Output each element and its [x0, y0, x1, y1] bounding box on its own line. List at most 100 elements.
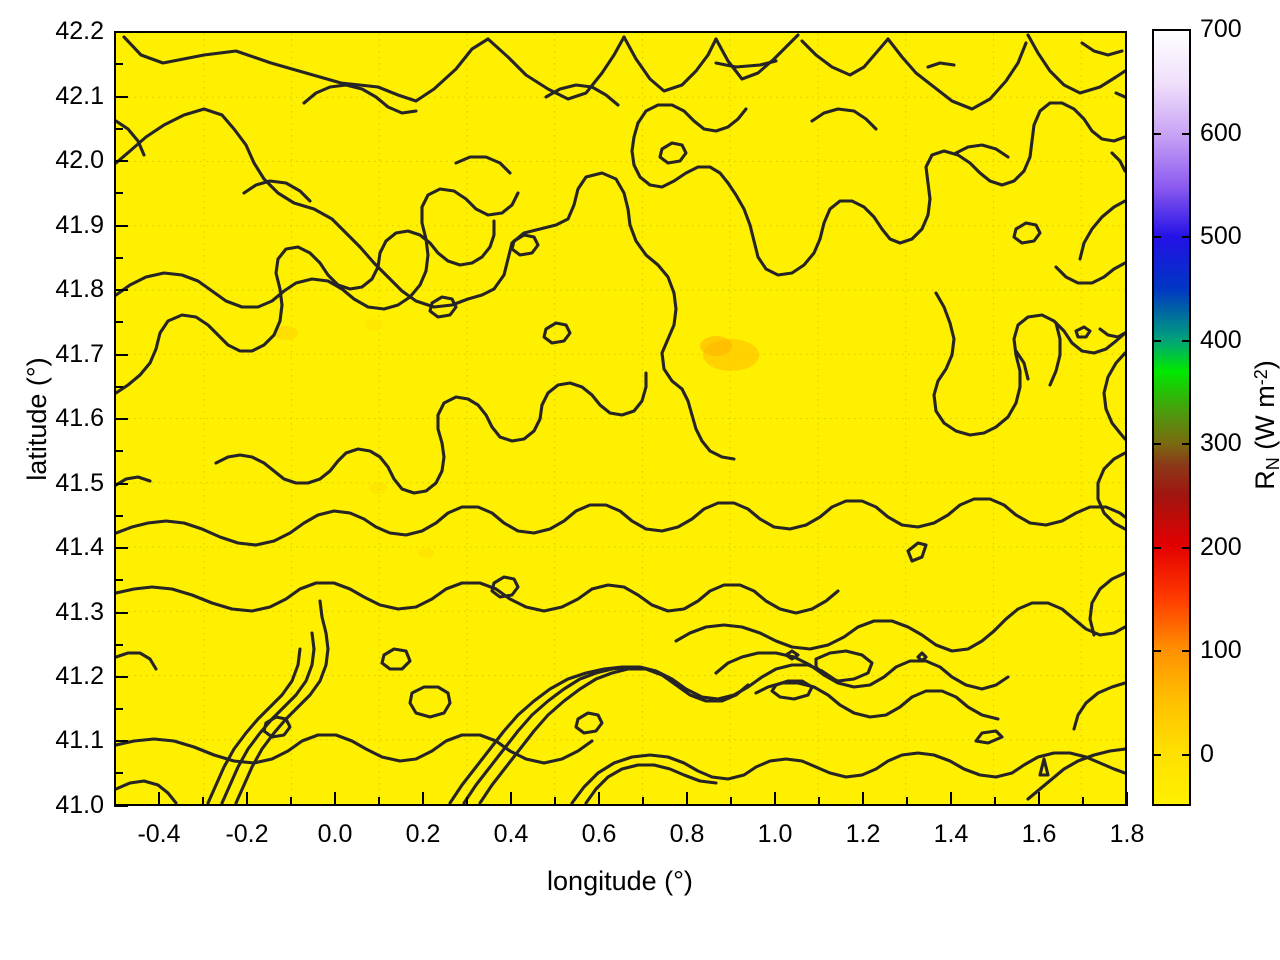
xtick-major — [862, 792, 864, 806]
xtick-major — [686, 792, 688, 806]
grid-lines — [116, 33, 1125, 804]
y-axis-tick-labels: 41.0 41.1 41.2 41.3 41.4 41.5 41.6 41.7 … — [0, 0, 104, 960]
xtick-label: -0.4 — [137, 820, 181, 848]
ytick-minor — [114, 515, 123, 517]
contour-plot-area — [114, 31, 1127, 806]
ytick-label: 42.0 — [55, 146, 104, 174]
ytick-minor — [114, 321, 123, 323]
ytick-minor — [114, 450, 123, 452]
ytick-major — [114, 805, 128, 807]
colorbar-title-rest: (W m — [1250, 385, 1280, 458]
ytick-major — [114, 483, 128, 485]
xtick-minor — [554, 797, 556, 806]
ytick-minor — [114, 644, 123, 646]
colorbar-tick-label: 500 — [1200, 222, 1242, 250]
colorbar-tick-label: 300 — [1200, 429, 1242, 457]
xtick-label: 0.2 — [405, 820, 441, 848]
ytick-major — [114, 31, 128, 33]
xtick-major — [510, 792, 512, 806]
xtick-major — [598, 792, 600, 806]
xtick-major — [246, 792, 248, 806]
colorbar-tick — [1182, 754, 1191, 756]
xtick-label: 0.4 — [493, 820, 529, 848]
x-axis-title: longitude (°) — [547, 866, 693, 896]
ytick-minor — [114, 579, 123, 581]
y-axis-title: latitude (°) — [22, 357, 52, 481]
colorbar-title-close: ) — [1250, 360, 1280, 370]
colorbar-tick — [1152, 443, 1161, 445]
xtick-minor — [114, 797, 116, 806]
ytick-label: 42.2 — [55, 17, 104, 45]
xtick-minor — [642, 797, 644, 806]
xtick-major — [334, 792, 336, 806]
ytick-minor — [114, 772, 123, 774]
ytick-label: 41.0 — [55, 791, 104, 819]
ytick-major — [114, 418, 128, 420]
ytick-minor — [114, 128, 123, 130]
xtick-minor — [994, 797, 996, 806]
colorbar-tick-label: 200 — [1200, 533, 1242, 561]
ytick-major — [114, 547, 128, 549]
ytick-major — [114, 612, 128, 614]
ytick-major — [114, 740, 128, 742]
xtick-minor — [730, 797, 732, 806]
xtick-major — [1038, 792, 1040, 806]
xtick-minor — [818, 797, 820, 806]
xtick-minor — [202, 797, 204, 806]
colorbar-tick — [1152, 547, 1161, 549]
colorbar-tick-label: 600 — [1200, 119, 1242, 147]
xtick-label: -0.2 — [225, 820, 269, 848]
xtick-label: 1.4 — [933, 820, 969, 848]
ytick-label: 41.8 — [55, 275, 104, 303]
colorbar-tick — [1152, 340, 1161, 342]
contour-lines — [116, 33, 1125, 804]
xtick-label: 1.8 — [1109, 820, 1145, 848]
colorbar-tick — [1182, 547, 1191, 549]
ytick-label: 41.1 — [55, 726, 104, 754]
colorbar-title-subscript: N — [1263, 457, 1280, 470]
ytick-minor — [114, 63, 123, 65]
ytick-major — [114, 96, 128, 98]
colorbar-tick-label: 100 — [1200, 636, 1242, 664]
xtick-label: 0.0 — [317, 820, 353, 848]
colorbar — [1152, 29, 1191, 806]
colorbar-tick — [1152, 236, 1161, 238]
ytick-major — [114, 676, 128, 678]
xtick-major — [1126, 792, 1128, 806]
ytick-label: 41.9 — [55, 211, 104, 239]
colorbar-tick-marks: 0 100 200 300 400 500 600 700 — [1152, 17, 1280, 806]
colorbar-tick-label: 700 — [1200, 15, 1242, 43]
xtick-label: 1.0 — [757, 820, 793, 848]
ytick-major — [114, 354, 128, 356]
colorbar-title-main: R — [1250, 470, 1280, 490]
colorbar-tick — [1182, 236, 1191, 238]
colorbar-title-superscript: -2 — [1251, 369, 1271, 386]
ytick-label: 42.1 — [55, 82, 104, 110]
colorbar-gradient — [1154, 31, 1189, 804]
colorbar-tick — [1152, 133, 1161, 135]
xtick-minor — [466, 797, 468, 806]
ytick-minor — [114, 257, 123, 259]
ytick-minor — [114, 192, 123, 194]
xtick-label: 0.8 — [669, 820, 705, 848]
ytick-label: 41.3 — [55, 598, 104, 626]
xtick-major — [950, 792, 952, 806]
warm-patches — [274, 319, 759, 558]
ytick-label: 41.6 — [55, 404, 104, 432]
xtick-major — [774, 792, 776, 806]
xtick-label: 1.2 — [845, 820, 881, 848]
xtick-minor — [378, 797, 380, 806]
contour-plot-svg — [116, 33, 1125, 804]
ytick-major — [114, 225, 128, 227]
colorbar-tick — [1182, 443, 1191, 445]
colorbar-tick-label: 0 — [1200, 740, 1214, 768]
ytick-major — [114, 160, 128, 162]
colorbar-title: RN (W m-2) — [1246, 300, 1280, 550]
xtick-minor — [1082, 797, 1084, 806]
ytick-label: 41.7 — [55, 340, 104, 368]
ytick-minor — [114, 708, 123, 710]
ytick-label: 41.2 — [55, 662, 104, 690]
colorbar-tick — [1182, 133, 1191, 135]
